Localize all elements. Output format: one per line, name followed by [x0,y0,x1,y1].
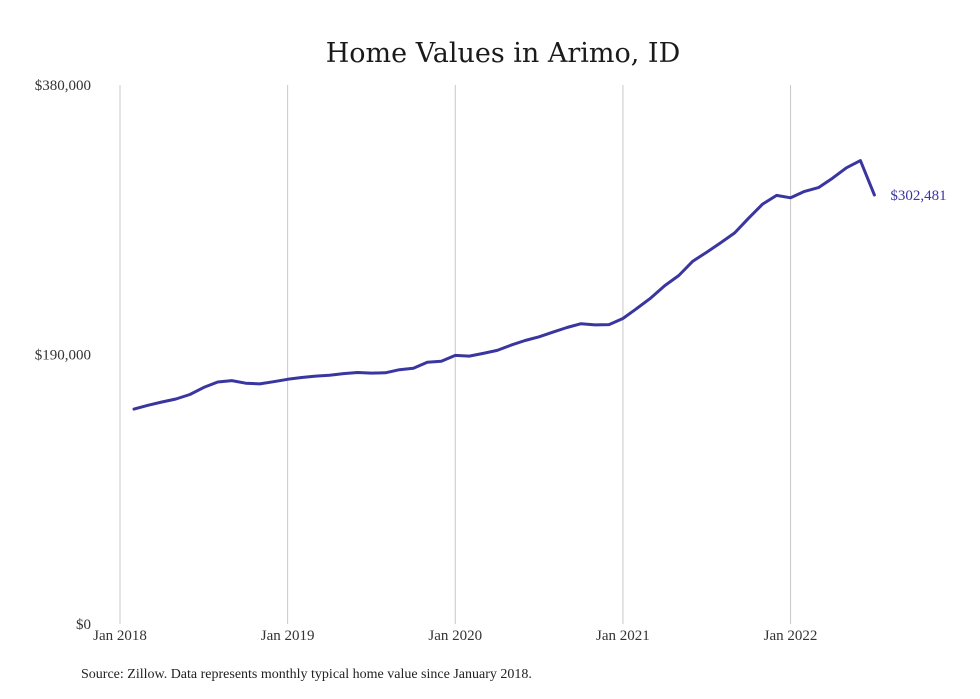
x-tick-label: Jan 2022 [764,628,818,644]
x-tick-label: Jan 2018 [93,628,147,644]
end-value-label: $302,481 [890,188,946,204]
y-tick-label: $0 [76,617,91,633]
series-group: $302,481 [132,159,947,411]
x-tick-label: Jan 2019 [261,628,315,644]
source-note: Source: Zillow. Data represents monthly … [81,667,532,682]
y-tick-label: $380,000 [35,78,91,94]
chart-title: Home Values in Arimo, ID [326,38,681,69]
y-tick-label: $190,000 [35,348,91,364]
y-axis: $0 $190,000 $380,000 [35,78,91,633]
x-tick-label: Jan 2020 [428,628,482,644]
x-tick-label: Jan 2021 [596,628,650,644]
x-axis: Jan 2018 Jan 2019 Jan 2020 Jan 2021 Jan 2022 [93,628,817,644]
series-line [132,159,876,411]
line-chart: Home Values in Arimo, ID $0 $190,000 $380,… [35,38,947,644]
